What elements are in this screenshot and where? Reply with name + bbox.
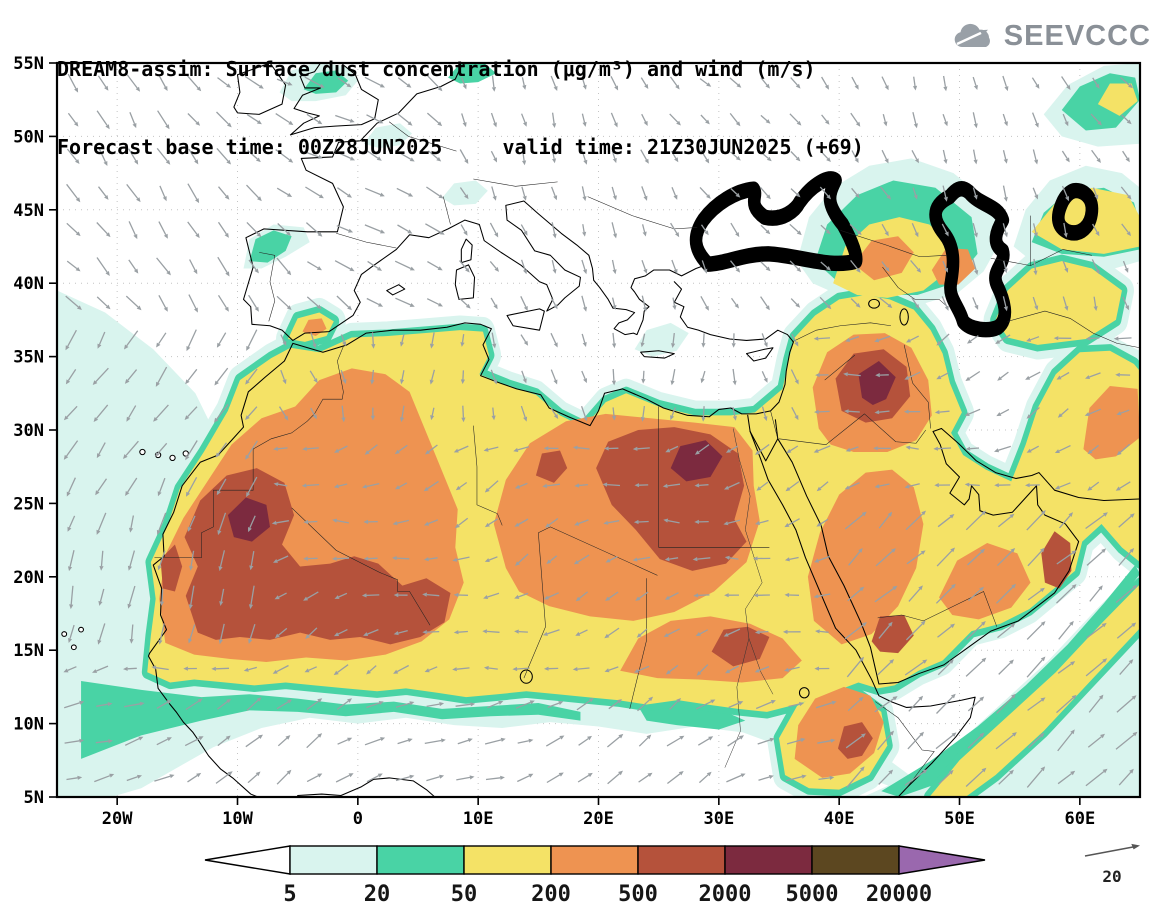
country-borders xyxy=(154,122,1140,791)
y-tick-label: 35N xyxy=(13,348,44,368)
dust-field-maroon xyxy=(227,361,896,542)
x-tick-label: 50E xyxy=(944,809,975,829)
y-tick-label: 20N xyxy=(13,568,44,588)
x-tick-label: 20W xyxy=(102,809,133,829)
x-tick-label: 40E xyxy=(824,809,855,829)
chart-subtitle: Forecast base time: 00Z28JUN2025 valid t… xyxy=(57,135,864,159)
colorbar-segment xyxy=(637,845,726,875)
x-tick-label: 0 xyxy=(353,809,363,829)
x-tick-label: 30E xyxy=(703,809,734,829)
colorbar-segment xyxy=(811,845,900,875)
y-tick-label: 30N xyxy=(13,421,44,441)
wind-reference-arrowhead xyxy=(1131,843,1140,850)
y-tick-label: 40N xyxy=(13,274,44,294)
colorbar-level-label: 200 xyxy=(531,882,571,907)
x-tick-label: 20E xyxy=(583,809,614,829)
y-tick-label: 10N xyxy=(13,715,44,735)
colorbar: 5 20 50 200 500 2000 5000 20000 xyxy=(204,845,986,907)
colorbar-level-label: 2000 xyxy=(699,882,752,907)
logo-text: SEEVCCC xyxy=(1003,20,1151,52)
x-tick-label: 10E xyxy=(463,809,494,829)
colorbar-level-label: 5000 xyxy=(786,882,839,907)
y-tick-label: 50N xyxy=(13,127,44,147)
colorbar-segment xyxy=(724,845,813,875)
colorbar-level-label: 20 xyxy=(364,882,391,907)
wind-reference-arrow xyxy=(1084,846,1134,857)
y-tick-label: 15N xyxy=(13,641,44,661)
colorbar-segment xyxy=(289,845,378,875)
colorbar-segment-below-min xyxy=(204,845,291,875)
rivers xyxy=(725,429,773,768)
x-tick-label: 10W xyxy=(222,809,253,829)
chart-title: DREAM8-assim: Surface dust concentration… xyxy=(57,57,816,81)
axes: 20W 10W 0 10E 20E 30E 40E 50E 60E 5N 10N 15N 20N 25N 3… xyxy=(13,54,1095,829)
colorbar-level-label: 5 xyxy=(283,882,296,907)
colorbar-segment xyxy=(376,845,465,875)
wind-reference: 20 xyxy=(1084,843,1140,886)
seevccc-logo: SEEVCCC xyxy=(951,20,1151,53)
chart-titles: DREAM8-assim: Surface dust concentration… xyxy=(57,4,864,212)
colorbar-segment-above-max xyxy=(898,845,986,875)
y-tick-label: 45N xyxy=(13,201,44,221)
colorbar-level-label: 20000 xyxy=(866,882,932,907)
wind-arrows xyxy=(63,73,1138,788)
wind-reference-label: 20 xyxy=(1102,867,1121,886)
colorbar-level-label: 50 xyxy=(451,882,478,907)
y-tick-label: 5N xyxy=(24,788,44,808)
y-tick-label: 25N xyxy=(13,494,44,514)
x-tick-label: 60E xyxy=(1064,809,1095,829)
colorbar-segment xyxy=(463,845,552,875)
cloud-arrow-icon xyxy=(954,23,990,47)
colorbar-segment xyxy=(550,845,639,875)
y-tick-label: 55N xyxy=(13,54,44,74)
colorbar-level-label: 500 xyxy=(618,882,658,907)
